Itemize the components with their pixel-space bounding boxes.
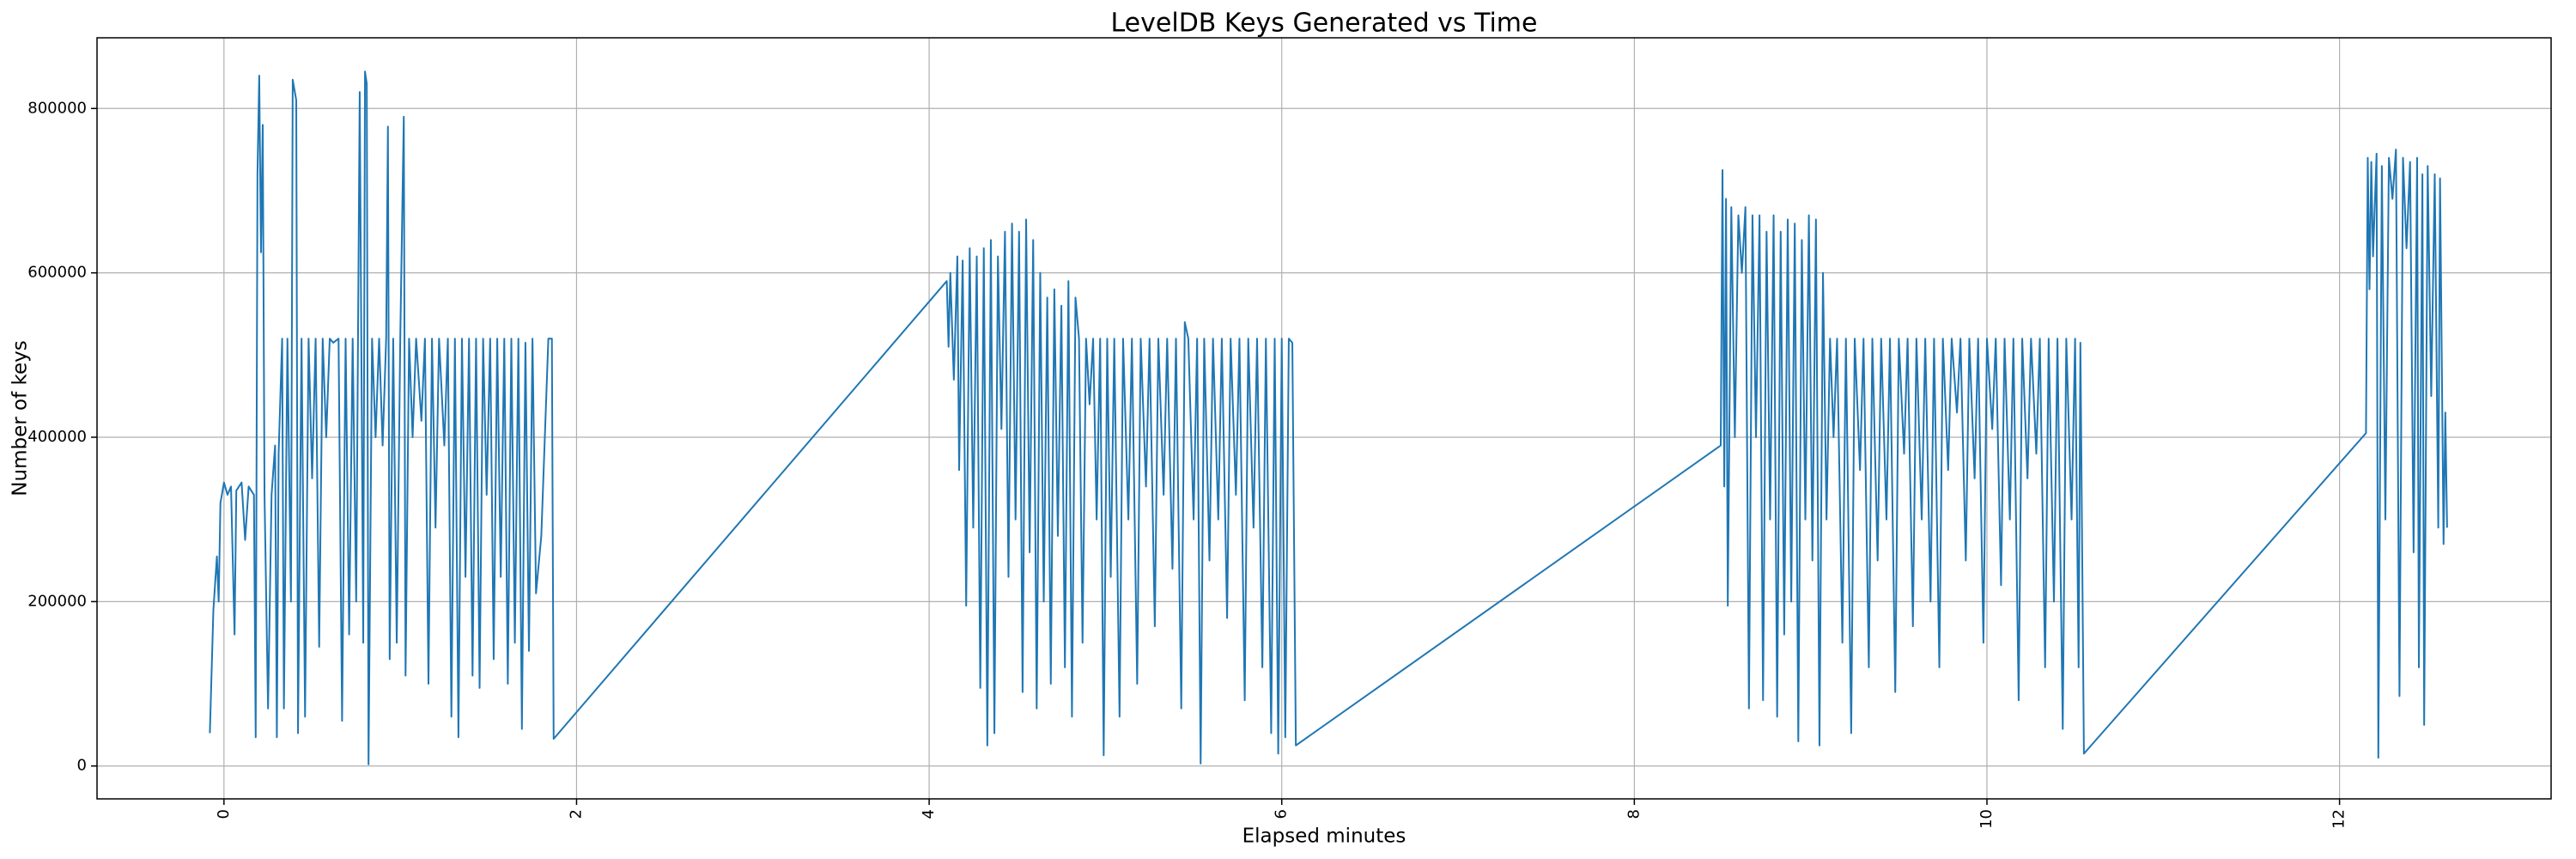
plot-area [209,70,2448,765]
y-tick-label: 400000 [27,428,87,446]
chart-title: LevelDB Keys Generated vs Time [1111,9,1538,39]
y-tick-label: 0 [77,757,87,775]
axes-frame [96,37,2552,800]
x-tick-label: 8 [1625,809,1643,819]
y-tick-label: 200000 [27,592,87,610]
data-line [209,70,2448,765]
x-tick-label: 6 [1273,809,1291,819]
x-tick-label: 12 [2330,809,2348,829]
x-tick-label: 4 [920,809,938,819]
x-tick-label: 10 [1978,809,1996,829]
x-tick-label: 2 [567,809,585,819]
x-axis-label: Elapsed minutes [1242,825,1406,848]
y-tick-label: 600000 [27,264,87,282]
x-tick-label: 0 [215,809,233,819]
ticks: 0 200000 400000 600000 800000 0 2 4 6 8 10 12 [27,99,2348,829]
y-axis-label: Number of keys [9,340,32,496]
y-tick-label: 800000 [27,99,87,117]
